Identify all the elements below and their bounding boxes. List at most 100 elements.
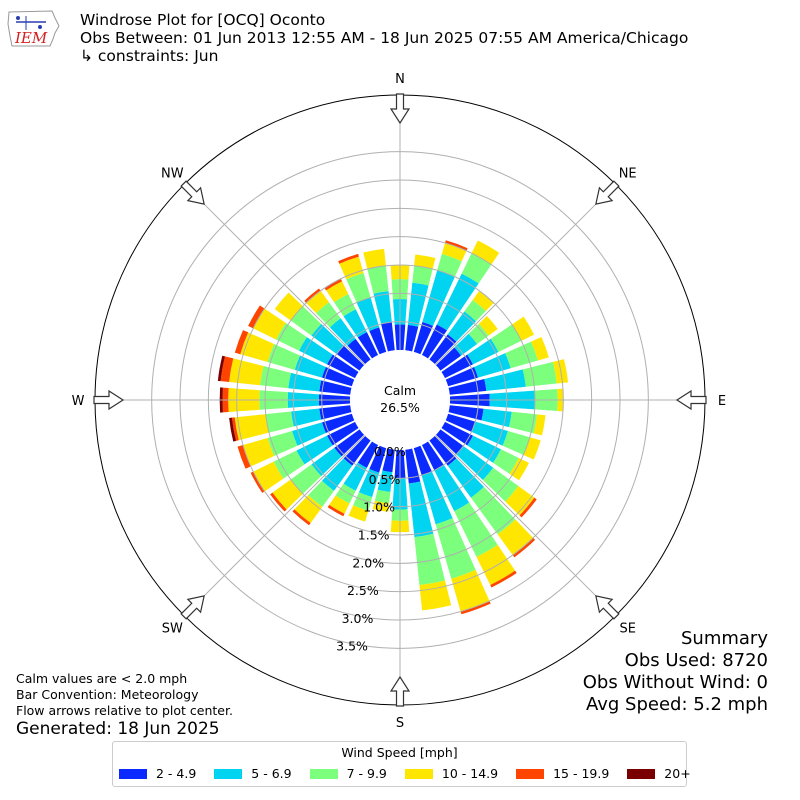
sector-300-bin-1 — [299, 337, 333, 365]
sector-240-bin-3 — [253, 461, 284, 492]
logo-text: IEM — [14, 29, 48, 47]
sector-20-bin-2 — [437, 253, 462, 277]
sector-220-bin-2 — [308, 480, 334, 507]
legend-label: 15 - 19.9 — [553, 766, 610, 781]
sector-150-bin-2 — [454, 502, 498, 557]
sector-150-bin-4 — [490, 570, 517, 588]
sector-230-bin-3 — [272, 479, 303, 510]
direction-label-SE: SE — [619, 622, 635, 637]
sector-130-bin-2 — [482, 467, 519, 502]
sector-220-bin-1 — [321, 458, 353, 491]
summary-block: Summary Obs Used: 8720 Obs Without Wind:… — [583, 628, 768, 716]
sector-330-bin-0 — [357, 332, 379, 359]
sector-350-bin-0 — [381, 322, 395, 352]
sector-100-bin-2 — [508, 411, 538, 434]
sector-80-bin-2 — [522, 361, 557, 387]
sector-190-bin-0 — [382, 448, 395, 473]
sector-300-bin-2 — [276, 322, 307, 351]
sector-250-bin-1 — [292, 422, 326, 446]
sector-330-bin-3 — [326, 281, 349, 303]
sector-300-bin-4 — [248, 305, 265, 329]
sector-130-bin-1 — [456, 446, 494, 481]
sector-250-bin-4 — [237, 445, 251, 469]
arrow-W-icon — [93, 389, 125, 411]
grid-spoke-SE — [435, 435, 617, 617]
sector-240-bin-4 — [250, 471, 265, 493]
direction-label-W: W — [72, 394, 85, 409]
sector-260-bin-0 — [319, 405, 352, 420]
obs-range: Obs Between: 01 Jun 2013 12:55 AM - 18 J… — [80, 29, 689, 47]
sector-280-bin-3 — [229, 358, 264, 386]
sector-300-bin-0 — [327, 354, 359, 379]
radial-tick-label: 3.0% — [342, 611, 374, 626]
legend-label: 20+ — [664, 766, 691, 781]
note-bar-convention: Bar Convention: Meteorology — [16, 687, 199, 702]
sector-40-bin-3 — [472, 290, 494, 312]
sector-70-bin-0 — [445, 366, 479, 387]
radial-grid — [95, 95, 705, 705]
sector-60-bin-1 — [467, 338, 499, 365]
sector-200-bin-3 — [348, 505, 369, 522]
direction-labels: N NE E SE S SW W NW — [72, 72, 727, 731]
legend-item: 10 - 14.9 — [404, 766, 499, 781]
arrow-SW-icon — [180, 595, 205, 620]
sector-260-bin-3 — [234, 414, 270, 441]
legend-swatch — [516, 768, 545, 779]
sector-230-bin-0 — [334, 429, 365, 457]
sector-70-bin-1 — [474, 353, 511, 378]
sector-150-bin-1 — [434, 464, 470, 512]
sector-120-bin-0 — [441, 421, 473, 446]
sector-100-bin-0 — [448, 405, 484, 421]
sector-250-bin-0 — [321, 413, 355, 434]
sector-260-bin-1 — [291, 408, 322, 427]
sector-40-bin-0 — [429, 334, 457, 365]
sector-20-bin-0 — [413, 321, 434, 355]
legend-items: 2 - 4.9 5 - 6.9 7 - 9.9 10 - 14.9 15 - 19.9 2… — [119, 766, 691, 781]
sector-130-bin-0 — [435, 429, 464, 455]
sector-350-bin-3 — [363, 248, 386, 270]
summary-title: Summary — [681, 628, 768, 649]
sector-10-bin-0 — [405, 324, 419, 352]
sector-280-bin-0 — [319, 380, 352, 395]
sector-220-bin-4 — [292, 509, 311, 526]
legend-item: 15 - 19.9 — [516, 766, 609, 781]
sector-290-bin-2 — [267, 343, 300, 370]
radial-tick-labels: 0.0% 0.5% 1.0% 1.5% 2.0% 2.5% 3.0% 3.5% — [336, 444, 406, 654]
sector-210-bin-1 — [343, 462, 367, 491]
legend-item: 7 - 9.9 — [309, 766, 387, 781]
radial-tick-label: 2.5% — [347, 583, 379, 598]
arrow-E-icon — [675, 389, 707, 411]
arrow-N-icon — [389, 93, 411, 125]
sector-140-bin-2 — [471, 486, 516, 535]
sector-340-bin-4 — [338, 253, 359, 264]
sector-320-bin-1 — [329, 318, 356, 346]
sector-280-bin-5 — [217, 355, 226, 382]
sector-110-bin-2 — [502, 430, 530, 455]
title-block: Windrose Plot for [OCQ] Oconto Obs Betwe… — [80, 11, 688, 65]
sector-340-bin-3 — [339, 256, 364, 280]
sector-320-bin-3 — [306, 290, 329, 314]
iem-logo: IEM — [6, 6, 62, 52]
direction-label-NW: NW — [161, 166, 184, 181]
sector-190-bin-2 — [374, 489, 391, 504]
direction-label-SW: SW — [162, 622, 183, 637]
arrow-NW-icon — [180, 180, 205, 205]
legend-label: 10 - 14.9 — [441, 766, 499, 781]
sector-310-bin-2 — [290, 306, 322, 336]
sector-10-bin-3 — [414, 254, 436, 270]
legend-item: 2 - 4.9 — [119, 766, 196, 781]
sector-160-bin-3 — [451, 569, 490, 612]
sector-160-bin-1 — [421, 471, 453, 525]
sector-210-bin-4 — [327, 504, 345, 517]
sector-100-bin-3 — [533, 414, 546, 436]
calm-circle — [350, 350, 450, 450]
radial-tick-label: 1.0% — [363, 500, 395, 515]
sector-290-bin-4 — [234, 330, 249, 355]
sector-170-bin-0 — [405, 448, 421, 484]
sector-160-bin-4 — [460, 600, 491, 615]
sector-330-bin-2 — [334, 293, 356, 317]
arrow-S-icon — [389, 675, 411, 707]
radial-tick-label: 0.0% — [374, 444, 406, 459]
note-calm: Calm values are < 2.0 mph — [16, 671, 188, 686]
